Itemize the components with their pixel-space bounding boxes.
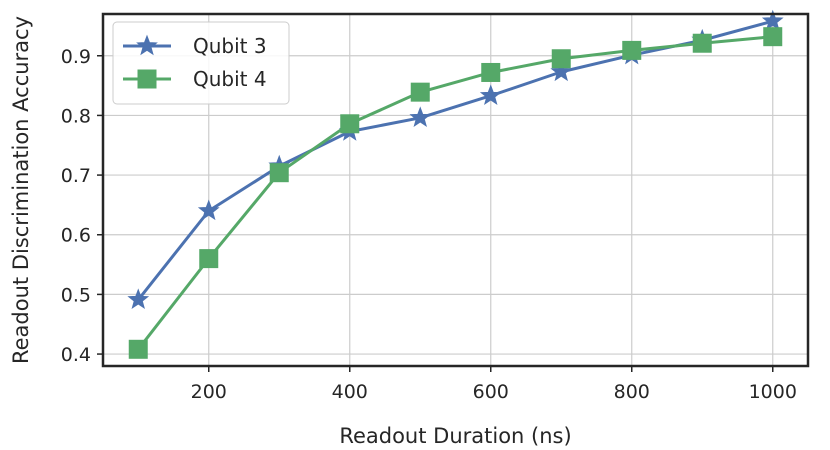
data-point	[481, 62, 501, 82]
y-tick-label: 0.6	[61, 225, 91, 247]
legend-marker	[136, 34, 158, 56]
data-point	[550, 60, 573, 82]
data-point	[410, 82, 430, 102]
legend-item: Qubit 3	[123, 34, 267, 58]
data-point	[127, 288, 150, 310]
series-qubit-4	[128, 27, 783, 359]
data-point	[340, 114, 360, 134]
y-tick-label: 0.4	[61, 344, 91, 366]
x-tick-label: 400	[332, 381, 368, 403]
x-tick-label: 600	[473, 381, 509, 403]
data-point	[761, 9, 784, 31]
legend-marker	[137, 69, 157, 89]
data-point	[199, 249, 219, 269]
x-tick-label: 1000	[749, 381, 797, 403]
ticks: 200 400 600 800 1000 0.4 0.5 0.6 0.7 0.8 0.9	[61, 46, 797, 403]
x-tick-label: 200	[191, 381, 227, 403]
series-layer	[127, 9, 784, 359]
data-point	[479, 84, 502, 105]
y-tick-label: 0.5	[61, 284, 91, 306]
legend: Qubit 3 Qubit 4	[112, 21, 290, 105]
y-axis-label: Readout Discrimination Accuracy	[9, 16, 33, 364]
legend-label: Qubit 3	[193, 34, 267, 58]
data-point	[692, 33, 712, 53]
data-point	[409, 106, 432, 128]
y-tick-label: 0.8	[61, 105, 91, 127]
y-tick-label: 0.9	[61, 46, 91, 68]
data-point	[622, 40, 642, 60]
x-axis-label: Readout Duration (ns)	[339, 424, 571, 448]
series-line	[137, 35, 773, 351]
legend-item: Qubit 4	[123, 67, 267, 91]
data-point	[551, 49, 571, 69]
legend-label: Qubit 4	[193, 67, 267, 91]
data-point	[763, 27, 783, 47]
x-tick-label: 800	[614, 381, 650, 403]
data-point	[128, 339, 148, 359]
data-point	[197, 199, 220, 221]
y-tick-label: 0.7	[61, 165, 91, 187]
data-point	[269, 163, 289, 183]
plot-frame	[101, 12, 810, 368]
